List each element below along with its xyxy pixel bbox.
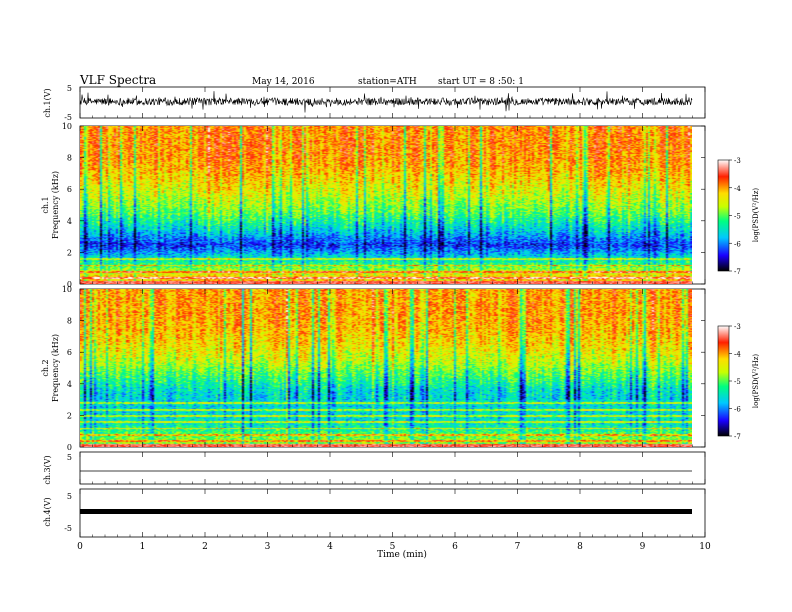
colorbar-tick-label: -6 — [734, 406, 741, 414]
start-time-label: start UT = 8 :50: 1 — [438, 77, 524, 87]
time-tick-label: 1 — [140, 542, 146, 552]
ch1-freq-axis-label: Frequency (kHz) — [51, 171, 60, 239]
ch1-ytick-top: 5 — [67, 84, 72, 93]
ch3-wave-ylabel: ch.3(V) — [43, 455, 52, 484]
figure-title: VLF Spectra — [79, 73, 156, 87]
ch1-spectrogram-panel: 0 2 4 6 8 10 ch.1 Frequency (kHz) — [41, 122, 706, 289]
time-axis-label: Time (min) — [377, 549, 427, 560]
ch1-ytick-bottom: -5 — [64, 113, 72, 122]
ch2-freq-ticks: 0 2 4 6 8 10 — [62, 285, 705, 452]
ch4-waveform-panel: 5 -5 ch.4(V) — [43, 488, 706, 538]
freq-tick-label: 2 — [67, 411, 72, 420]
freq-tick-label: 8 — [67, 317, 72, 326]
ch2-colorbar-label: log(PSD(V²/Hz) — [752, 354, 760, 409]
ch1-colorbar-label: log(PSD(V²/Hz) — [752, 188, 760, 243]
ch2-colorbar: -3 -4 -5 -6 -7 log(PSD(V²/Hz) — [717, 323, 760, 441]
ch3-ytick-top: 5 — [67, 453, 72, 462]
colorbar-tick-label: -4 — [734, 351, 741, 359]
freq-tick-label: 4 — [67, 380, 72, 389]
time-tick-label: 5 — [390, 542, 396, 552]
time-tick-label: 6 — [452, 542, 458, 552]
time-tick-label: 4 — [327, 542, 333, 552]
ch2-colorbar-ticks: -3 -4 -5 -6 -7 — [729, 323, 741, 441]
time-tick-label: 7 — [515, 542, 521, 552]
ch4-ytick-bottom: -5 — [64, 524, 72, 533]
ch2-spectrogram-image — [80, 289, 692, 447]
freq-tick-label: 0 — [67, 443, 72, 452]
freq-tick-label: 8 — [67, 154, 72, 163]
ch1-waveform-line — [79, 91, 693, 113]
ch4-ytick-top: 5 — [67, 492, 72, 501]
colorbar-tick-label: -3 — [734, 157, 741, 165]
colorbar-tick-label: -4 — [734, 185, 741, 193]
time-tick-label: 3 — [265, 542, 271, 552]
time-tick-label: 2 — [202, 542, 208, 552]
time-tick-label: 0 — [77, 542, 83, 552]
ch1-spec-ylabel: ch.1 — [41, 196, 50, 213]
freq-tick-label: 10 — [62, 285, 72, 294]
ch1-wave-ylabel: ch.1(V) — [43, 88, 52, 117]
ch1-colorbar-ticks: -3 -4 -5 -6 -7 — [729, 157, 741, 276]
colorbar-tick-label: -6 — [734, 240, 741, 248]
freq-tick-label: 6 — [67, 348, 72, 357]
freq-tick-label: 4 — [67, 217, 72, 226]
freq-tick-label: 2 — [67, 248, 72, 257]
colorbar-tick-label: -3 — [734, 323, 741, 331]
freq-tick-label: 6 — [67, 185, 72, 194]
colorbar-tick-label: -7 — [734, 268, 741, 276]
time-tick-label: 9 — [640, 542, 646, 552]
ch1-colorbar: -3 -4 -5 -6 -7 log(PSD(V²/Hz) — [717, 157, 760, 276]
freq-tick-label: 10 — [62, 122, 72, 131]
ch1-freq-ticks: 0 2 4 6 8 10 — [62, 122, 705, 289]
ch1-spectrogram-image — [80, 126, 692, 284]
ch2-freq-axis-label: Frequency (kHz) — [51, 334, 60, 402]
ch2-spec-ylabel: ch.2 — [41, 359, 50, 376]
ch4-wave-ylabel: ch.4(V) — [43, 497, 52, 526]
date-label: May 14, 2016 — [252, 77, 315, 87]
colorbar-tick-label: -5 — [734, 213, 741, 221]
colorbar-tick-label: -5 — [734, 378, 741, 386]
colorbar-tick-label: -7 — [734, 433, 741, 441]
time-tick-label: 8 — [577, 542, 583, 552]
station-label: station=ATH — [358, 77, 417, 87]
time-tick-label: 10 — [699, 542, 711, 552]
ch2-spectrogram-panel: 0 2 4 6 8 10 ch.2 Frequency (kHz) — [41, 285, 706, 452]
ch4-waveform-line — [80, 509, 692, 514]
freq-tick-label: 0 — [67, 280, 72, 289]
time-axis-ticks: 0 1 2 3 4 5 6 7 8 9 10 — [77, 87, 711, 552]
